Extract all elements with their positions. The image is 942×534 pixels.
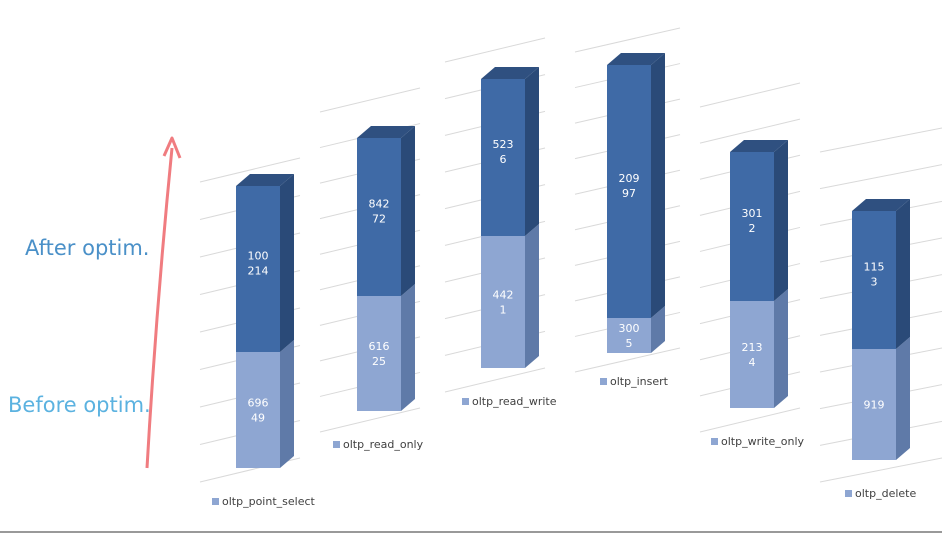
bar-after-oltp_point_select-front [236, 186, 280, 352]
data-label-before: 49 [251, 412, 265, 425]
data-label-before: 25 [372, 355, 386, 368]
bar-after-oltp_read_only-top [357, 126, 415, 138]
arrow-head-icon [162, 136, 182, 159]
improvement-arrow [145, 136, 182, 469]
gridline [819, 457, 942, 483]
data-label-before: 696 [248, 397, 269, 410]
bar-after-oltp_read_write-side [525, 67, 539, 236]
category-labels: oltp_point_select oltp_read_only oltp_read… [212, 375, 916, 508]
data-label-after: 2 [749, 222, 756, 235]
bar-after-oltp_point_select-top [236, 174, 294, 186]
bar-after-oltp_point_select-side [280, 174, 294, 352]
data-label-after: 301 [742, 207, 763, 220]
legend-marker-icon [600, 378, 607, 385]
data-label-before: 616 [369, 340, 390, 353]
data-label-after: 115 [864, 261, 885, 274]
bar-after-oltp_delete-side [896, 199, 910, 349]
bar-after-oltp_write_only-top [730, 140, 788, 152]
data-label-before: 213 [742, 341, 763, 354]
category-label: oltp_insert [610, 375, 669, 388]
bar-after-oltp_read_only-front [357, 138, 401, 296]
category-label: oltp_write_only [721, 435, 804, 448]
bar-after-oltp_delete [852, 199, 910, 349]
bar-after-oltp_write_only-side [774, 140, 788, 301]
data-label-before: 1 [500, 304, 507, 317]
after-optim-label: After optim. [25, 236, 150, 260]
bar-after-oltp_write_only-front [730, 152, 774, 301]
gridline [444, 37, 546, 63]
gridline [699, 82, 801, 108]
bar-after-oltp_write_only [730, 140, 788, 301]
bar-after-oltp_read_write [481, 67, 539, 236]
gridline [319, 87, 421, 113]
bar-after-oltp_read_only [357, 126, 415, 296]
legend-marker-icon [212, 498, 219, 505]
legend-marker-icon [845, 490, 852, 497]
legend-marker-icon [333, 441, 340, 448]
bar-before-oltp_read_write-side [525, 224, 539, 368]
bar-after-oltp_delete-top [852, 199, 910, 211]
bar-before-oltp_point_select-side [280, 340, 294, 468]
legend-marker-icon [711, 438, 718, 445]
bar-before-oltp_read_write-front [481, 236, 525, 368]
bar-before-oltp_delete [852, 337, 910, 460]
bars: 6964910021461625842724421523630052099721… [236, 53, 910, 468]
bar-after-oltp_read_write-front [481, 79, 525, 236]
data-label-after: 3 [871, 276, 878, 289]
bar-before-oltp_write_only-front [730, 301, 774, 408]
bar-after-oltp_read_write-top [481, 67, 539, 79]
bar-after-oltp_insert-side [651, 53, 665, 318]
bar-after-oltp_insert-front [607, 65, 651, 318]
bar-before-oltp_delete-front [852, 349, 896, 460]
legend-marker-icon [462, 398, 469, 405]
bar-before-oltp_insert-side [651, 306, 665, 353]
gridlines [199, 27, 942, 483]
gridline [819, 127, 942, 153]
bar-after-oltp_point_select [236, 174, 294, 352]
data-label-after: 842 [369, 198, 390, 211]
gridline [699, 118, 801, 144]
bar-before-oltp_point_select-front [236, 352, 280, 468]
data-label-after: 214 [248, 265, 269, 278]
data-label-after: 100 [248, 250, 269, 263]
data-label-before: 5 [626, 337, 633, 350]
gridline [444, 367, 546, 393]
gridline [574, 27, 681, 53]
data-label-after: 6 [500, 153, 507, 166]
data-label-after: 209 [619, 172, 640, 185]
data-label-before: 300 [619, 322, 640, 335]
before-optim-label: Before optim. [8, 393, 151, 417]
data-label-after: 97 [622, 187, 636, 200]
bar-before-oltp_read_only [357, 284, 415, 411]
data-label-before: 919 [864, 399, 885, 412]
category-label: oltp_point_select [222, 495, 316, 508]
category-label: oltp_read_only [343, 438, 424, 451]
bar-before-oltp_insert-front [607, 318, 651, 353]
bar-before-oltp_delete-side [896, 337, 910, 460]
bar-before-oltp_read_only-front [357, 296, 401, 411]
gridline [699, 407, 801, 433]
gridline [819, 164, 942, 190]
category-label: oltp_delete [855, 487, 916, 500]
gridline [574, 347, 681, 373]
gridline [199, 157, 301, 183]
bar-before-oltp_insert [607, 306, 665, 353]
bar-before-oltp_read_write [481, 224, 539, 368]
gridline [319, 407, 421, 433]
bar-after-oltp_delete-front [852, 211, 896, 349]
bar-before-oltp_point_select [236, 340, 294, 468]
bar-before-oltp_write_only-side [774, 289, 788, 408]
arrow-shaft [145, 147, 174, 469]
category-label: oltp_read_write [472, 395, 557, 408]
bar-before-oltp_write_only [730, 289, 788, 408]
data-label-after: 523 [493, 138, 514, 151]
data-label-after: 72 [372, 213, 386, 226]
data-label-before: 442 [493, 289, 514, 302]
bar-before-oltp_read_only-side [401, 284, 415, 411]
data-label-before: 4 [749, 356, 756, 369]
bar-after-oltp_insert-top [607, 53, 665, 65]
bar-after-oltp_read_only-side [401, 126, 415, 296]
bar-after-oltp_insert [607, 53, 665, 318]
